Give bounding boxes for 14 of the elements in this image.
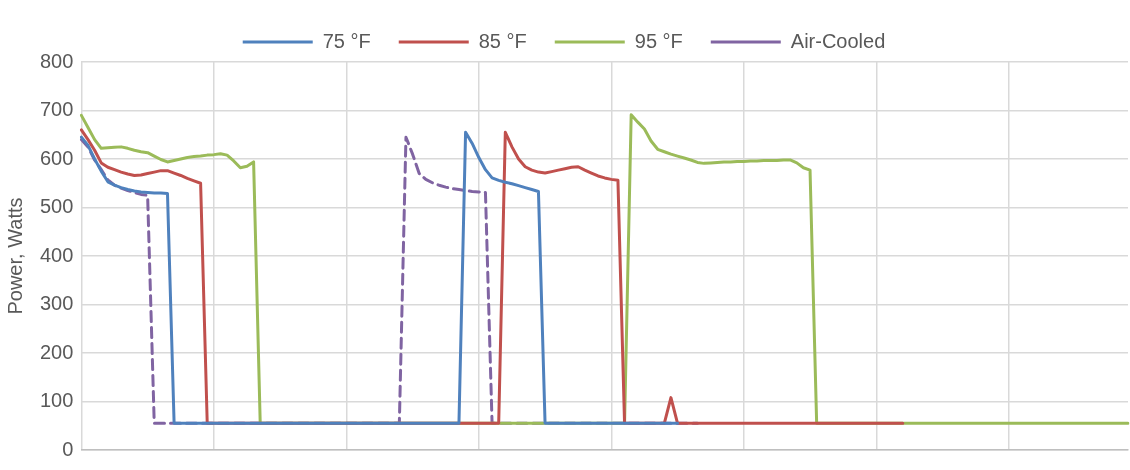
y-tick-label: 200 <box>39 340 74 363</box>
y-tick-label: 700 <box>39 98 74 121</box>
y-tick-label: 600 <box>39 146 74 169</box>
y-tick-label: 800 <box>39 49 74 72</box>
y-tick-label: 400 <box>39 243 74 266</box>
y-tick-label: 500 <box>39 195 74 218</box>
legend-label: 95 °F <box>634 29 683 52</box>
y-tick-label: 300 <box>39 292 74 315</box>
y-tick-label: 0 <box>62 437 74 460</box>
legend-label: Air-Cooled <box>790 29 886 52</box>
y-axis-title: Power, Watts <box>3 197 26 315</box>
y-tick-label: 100 <box>39 389 74 412</box>
legend-label: 85 °F <box>478 29 527 52</box>
legend-label: 75 °F <box>322 29 371 52</box>
